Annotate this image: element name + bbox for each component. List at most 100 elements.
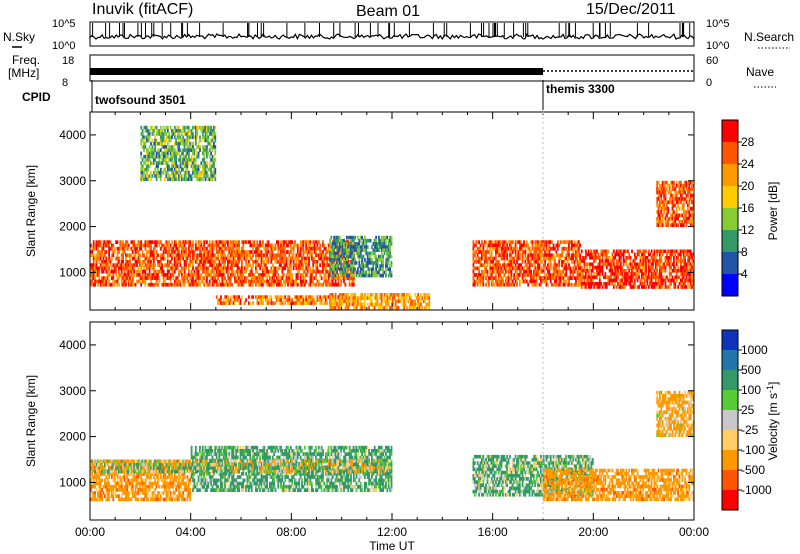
power-echo-cell (425, 296, 428, 300)
power-echo-cell (565, 246, 568, 251)
power-echo-cell (102, 282, 105, 287)
power-echo-cell (351, 258, 354, 262)
power-echo-cell (333, 305, 336, 310)
power-echo-cell (664, 220, 667, 224)
power-echo-cell (663, 180, 665, 185)
power-echo-cell (292, 282, 295, 287)
power-echo-cell (503, 243, 506, 248)
power-echo-cell (133, 269, 136, 274)
power-echo-cell (375, 254, 377, 259)
power-echo-cell (667, 206, 670, 211)
power-echo-cell (657, 282, 660, 286)
power-echo-cell (611, 265, 614, 270)
power-echo-cell (577, 260, 580, 264)
power-echo-cell (482, 246, 485, 251)
power-echo-cell (626, 272, 629, 276)
power-echo-cell (224, 256, 226, 261)
power-echo-cell (357, 248, 359, 252)
power-echo-cell (301, 256, 303, 261)
power-echo-cell (336, 270, 338, 275)
power-echo-cell (289, 273, 292, 277)
power-echo-cell (138, 276, 141, 280)
power-echo-cell (358, 254, 361, 259)
power-echo-cell (351, 302, 354, 307)
power-echo-cell (473, 282, 476, 287)
power-echo-cell (675, 200, 678, 205)
power-echo-cell (289, 266, 292, 271)
power-echo-cell (517, 263, 520, 267)
power-echo-cell (528, 269, 531, 274)
power-echo-cell (622, 269, 625, 273)
power-echo-cell (605, 249, 608, 254)
power-echo-cell (653, 272, 656, 276)
power-echo-cell (485, 276, 487, 280)
power-echo-cell (684, 259, 686, 263)
power-echo-cell (373, 302, 376, 307)
power-echo-cell (490, 240, 493, 244)
power-echo-cell (190, 129, 193, 133)
power-echo-cell (361, 258, 363, 262)
power-echo-cell (222, 253, 225, 258)
power-echo-cell (218, 266, 221, 271)
power-echo-cell (154, 273, 157, 277)
power-echo-cell (643, 269, 646, 273)
power-echo-cell (680, 282, 682, 286)
power-echo-cell (288, 253, 291, 258)
power-echo-cell (312, 246, 315, 251)
power-echo-cell (674, 285, 677, 289)
power-echo-cell (531, 273, 534, 277)
power-echo-cell (204, 246, 207, 251)
power-echo-cell (245, 266, 247, 271)
power-echo-cell (158, 132, 161, 136)
power-echo-cell (351, 254, 354, 259)
power-echo-cell (145, 273, 148, 277)
power-echo-cell (624, 282, 626, 286)
power-echo-cell (284, 282, 287, 287)
power-echo-cell (382, 305, 384, 310)
power-echo-cell (647, 249, 650, 254)
power-echo-cell (312, 276, 315, 280)
power-echo-cell (591, 275, 594, 280)
power-echo-cell (171, 158, 173, 162)
power-echo-cell (502, 282, 504, 287)
power-echo-cell (358, 248, 361, 252)
power-echo-cell (204, 269, 207, 274)
power-echo-cell (232, 273, 235, 277)
power-echo-cell (140, 177, 143, 182)
power-echo-cell (540, 269, 542, 274)
power-echo-cell (231, 260, 233, 264)
power-echo-cell (115, 279, 117, 284)
power-echo-cell (380, 264, 383, 268)
power-echo-cell (689, 265, 692, 270)
power-echo-cell (656, 180, 659, 185)
power-echo-cell (169, 246, 172, 251)
power-echo-cell (224, 243, 226, 248)
power-echo-cell (647, 275, 650, 280)
power-echo-cell (91, 266, 94, 271)
power-echo-cell (310, 273, 313, 277)
power-echo-cell (302, 301, 305, 305)
power-echo-cell (537, 240, 539, 244)
power-echo-cell (256, 240, 259, 244)
power-echo-cell (232, 243, 235, 248)
power-echo-cell (256, 295, 259, 299)
power-echo-cell (278, 298, 281, 302)
power-echo-cell (148, 151, 151, 156)
power-echo-cell (347, 270, 350, 275)
power-echo-cell (144, 177, 147, 182)
power-echo-cell (691, 220, 693, 224)
power-echo-cell (576, 253, 579, 258)
power-echo-cell (176, 266, 179, 271)
power-echo-cell (271, 263, 274, 267)
power-echo-cell (277, 282, 280, 287)
power-echo-cell (242, 250, 245, 254)
power-echo-cell (155, 171, 158, 175)
power-echo-cell (629, 259, 632, 263)
power-echo-cell (274, 266, 277, 271)
power-echo-cell (410, 302, 412, 307)
power-echo-cell (661, 249, 664, 254)
power-echo-cell (598, 285, 601, 289)
power-echo-cell (610, 265, 612, 270)
power-echo-cell (565, 279, 568, 284)
power-echo-cell (541, 243, 544, 248)
